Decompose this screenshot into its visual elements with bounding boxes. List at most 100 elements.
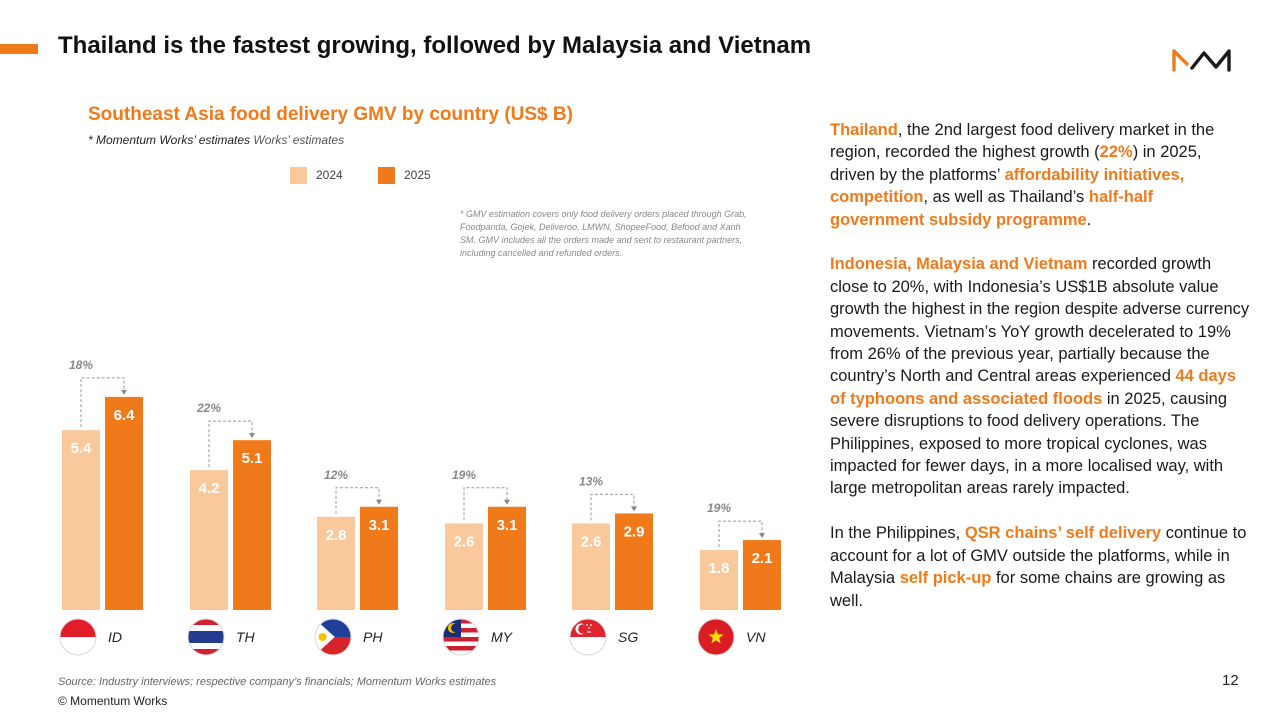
growth-connector-vn [718,520,763,548]
growth-connector-ph [335,487,380,514]
indonesia-flag [59,618,97,656]
body-text: , the 2nd largest food delivery market i… [830,121,1215,162]
growth-label-id: 18% [69,358,93,372]
bar-2024-ph [317,516,355,610]
chart-footnote: * GMV estimation covers only food delive… [460,209,747,258]
data-label-2024-my: 2.6 [454,533,475,550]
flag-sun [318,633,327,641]
data-label-2024-sg: 2.6 [581,533,602,550]
flag-border [442,618,480,656]
flag-band [188,631,224,638]
flag-white-band [60,637,96,655]
flag-border [697,618,735,656]
flag-star [587,631,589,633]
bar-2025-my [488,506,526,610]
flag-star [590,624,592,626]
flag-stripe [443,641,479,647]
data-label-2025-vn: 2.1 [752,550,773,567]
philippines-flag-fill [315,619,351,655]
body-text: In the Philippines, [830,524,965,543]
flag-star [708,629,724,644]
bar-group-th: 4.2 5.1 22% TH [187,401,271,656]
flag-border [314,618,352,656]
malaysia-flag [442,618,480,656]
growth-arrowhead-th [249,433,255,439]
bar-2024-id [62,430,100,610]
bar-2024-sg [572,523,610,610]
flag-band [188,625,224,632]
legend-label-2024: 2024 [316,168,343,182]
title-accent-bar [0,44,38,54]
chart-subtitle-extra: Works’ estimates [253,133,345,147]
bar-2025-th [233,440,271,610]
growth-arrowhead-my [504,499,510,505]
source-note: Source: Industry interviews; respective … [58,676,497,688]
category-label-my: MY [491,629,514,645]
data-label-2024-id: 5.4 [71,440,93,457]
flag-star [586,624,588,626]
bar-group-ph: 2.8 3.1 12% PH [314,468,398,656]
legend-swatch-2024 [290,166,307,184]
data-label-2024-vn: 1.8 [709,560,730,577]
flag-band [188,637,224,644]
body-text: in 2025, causing severe disruptions to f… [830,389,1228,498]
commentary-paragraph-growth: Indonesia, Malaysia and Vietnam recorded… [830,253,1250,499]
malaysia-flag-fill [443,619,479,655]
growth-connector-id [80,377,125,428]
flag-stripe [443,646,479,651]
commentary: Thailand, the 2nd largest food delivery … [830,119,1250,612]
bar-group-id: 5.4 6.4 18% ID [59,358,143,656]
highlight-text: half-half government subsidy programme [830,188,1154,229]
growth-label-my: 19% [452,468,476,482]
bar-2025-sg [615,513,653,610]
vietnam-flag-fill [698,619,734,655]
thailand-flag [187,618,225,656]
data-label-2025-th: 5.1 [242,450,263,467]
highlight-text: self pick-up [899,569,992,588]
highlight-text: affordability initiatives, competition [830,165,1185,207]
legend-item-2024: 2024 [290,165,343,185]
growth-connector-th [208,420,253,468]
growth-connector-my [463,487,508,521]
philippines-flag [314,618,352,656]
legend-item-2025: 2025 [378,165,431,185]
legend-label-2025: 2025 [404,168,431,182]
singapore-flag [569,618,607,656]
flag-band [188,619,224,626]
body-text: for some chains are growing as well. [830,569,1226,610]
bar-2025-ph [360,506,398,610]
flag-crescent-cut [578,624,588,634]
vietnam-flag [697,618,735,656]
data-label-2024-th: 4.2 [199,480,220,497]
bar-2025-id [105,396,143,610]
category-label-id: ID [108,629,122,645]
flag-star [588,627,590,629]
legend-swatch-2025 [378,166,395,184]
commentary-paragraph-self-delivery: In the Philippines, QSR chains’ self del… [830,522,1250,612]
data-label-2024-ph: 2.8 [326,527,347,544]
bar-group-sg: 2.6 2.9 13% SG [569,474,653,656]
highlight-text: Indonesia, Malaysia and Vietnam [830,255,1088,274]
flag-white-band [570,637,606,655]
category-label-sg: SG [618,629,638,645]
chart-subtitle-main: * Momentum Works’ estimates [88,133,251,147]
data-label-2025-id: 6.4 [114,407,136,424]
body-text: recorded growth close to 20%, with Indon… [830,255,1250,386]
highlight-text: 22% [1099,143,1133,162]
flag-band [188,649,224,655]
flag-red-band [570,619,606,637]
growth-arrowhead-vn [759,533,765,539]
category-label-ph: PH [363,629,383,645]
data-label-2025-ph: 3.1 [369,517,390,534]
growth-arrowhead-id [121,389,127,395]
flag-border [187,618,225,656]
bar-2024-th [190,470,228,610]
flag-stripe [443,637,479,642]
commentary-paragraph-thailand: Thailand, the 2nd largest food delivery … [830,119,1250,231]
bar-group-vn: 1.8 2.1 19% VN [697,501,781,656]
bar-2025-vn [743,540,781,610]
growth-label-vn: 19% [707,501,731,515]
thailand-flag-fill [188,619,224,655]
bar-2024-my [445,523,483,610]
indonesia-flag-fill [60,619,96,655]
